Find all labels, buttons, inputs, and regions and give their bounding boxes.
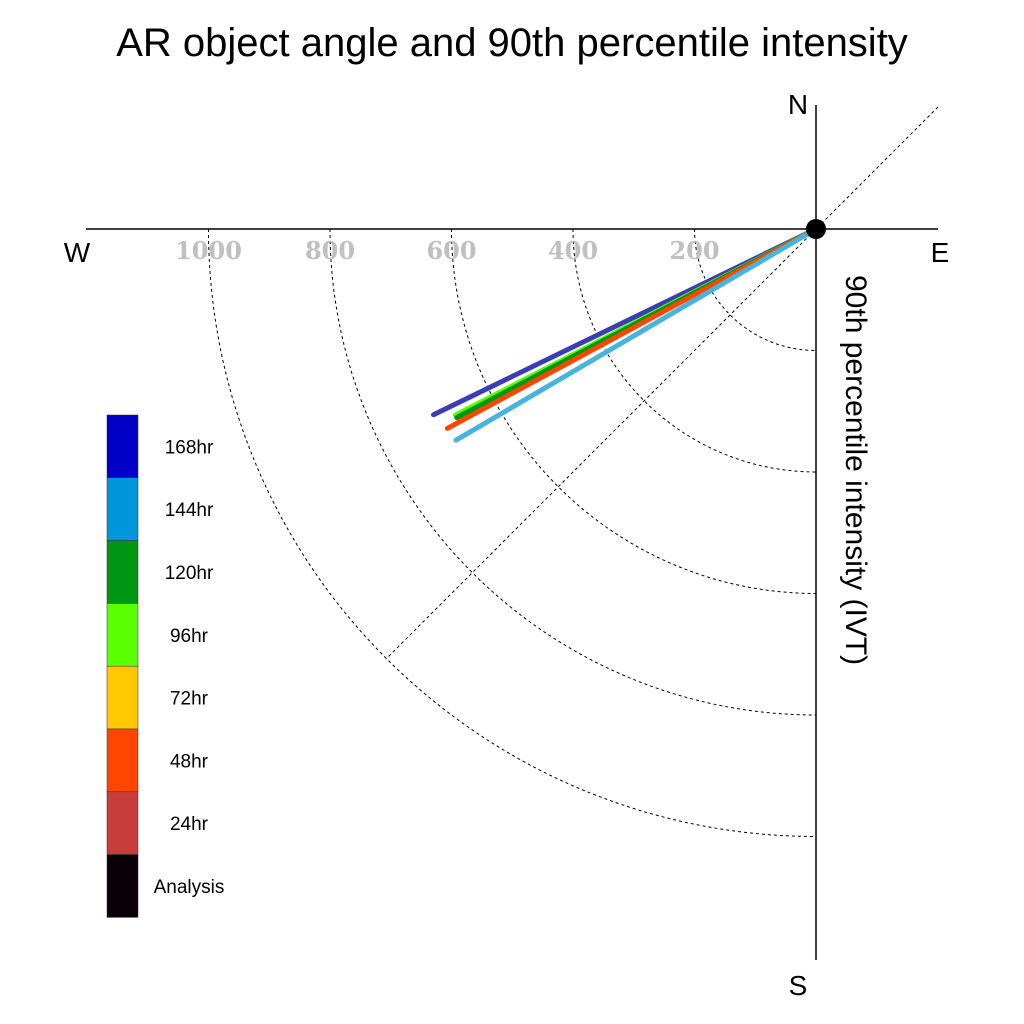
radial-grid: [208, 228, 817, 837]
grid-arc-600: [451, 228, 817, 594]
y-axis-label: 90th percentile intensity (IVT): [839, 275, 872, 665]
legend-swatch-168hr: [106, 414, 139, 479]
north-label: N: [788, 89, 808, 120]
legend-label-144hr: 144hr: [165, 500, 214, 521]
legend-swatch-120hr: [106, 540, 139, 604]
legend-label-72hr: 72hr: [170, 689, 209, 710]
tick-label-400: 400: [548, 236, 598, 265]
chart-title: AR object angle and 90th percentile inte…: [116, 21, 908, 65]
origin-dot: [806, 219, 826, 239]
tick-label-1000: 1000: [175, 236, 242, 265]
legend: 168hr 144hr 120hr 96hr 72hr 48hr 24hr Analysis: [106, 414, 225, 918]
legend-label-48hr: 48hr: [170, 751, 209, 772]
west-label: W: [64, 237, 91, 268]
south-label: S: [789, 970, 808, 1001]
legend-label-168hr: 168hr: [165, 437, 214, 458]
grid-arc-800: [329, 228, 817, 716]
legend-swatch-72hr: [106, 665, 139, 730]
legend-label-24hr: 24hr: [170, 814, 209, 835]
legend-swatch-48hr: [106, 728, 139, 793]
legend-swatch-96hr: [106, 603, 139, 667]
legend-swatch-24hr: [106, 791, 139, 855]
legend-label-120hr: 120hr: [165, 563, 214, 584]
legend-swatch-Analysis: [106, 854, 139, 918]
diagonal-guide-line: [385, 106, 939, 660]
grid-arc-400: [572, 228, 817, 473]
legend-label-Analysis: Analysis: [154, 877, 225, 898]
tick-label-600: 600: [426, 236, 476, 265]
east-label: E: [931, 237, 950, 268]
legend-label-96hr: 96hr: [170, 626, 209, 647]
legend-swatch-144hr: [106, 477, 139, 541]
series-lines: [431, 226, 819, 443]
tick-label-800: 800: [305, 236, 355, 265]
series-line-144hr: [453, 226, 819, 443]
radial-tick-labels: 200 400 600 800 1000: [175, 236, 719, 265]
tick-label-200: 200: [669, 236, 719, 265]
grid-arc-1000: [208, 228, 817, 837]
grid-arc-200: [694, 228, 817, 351]
